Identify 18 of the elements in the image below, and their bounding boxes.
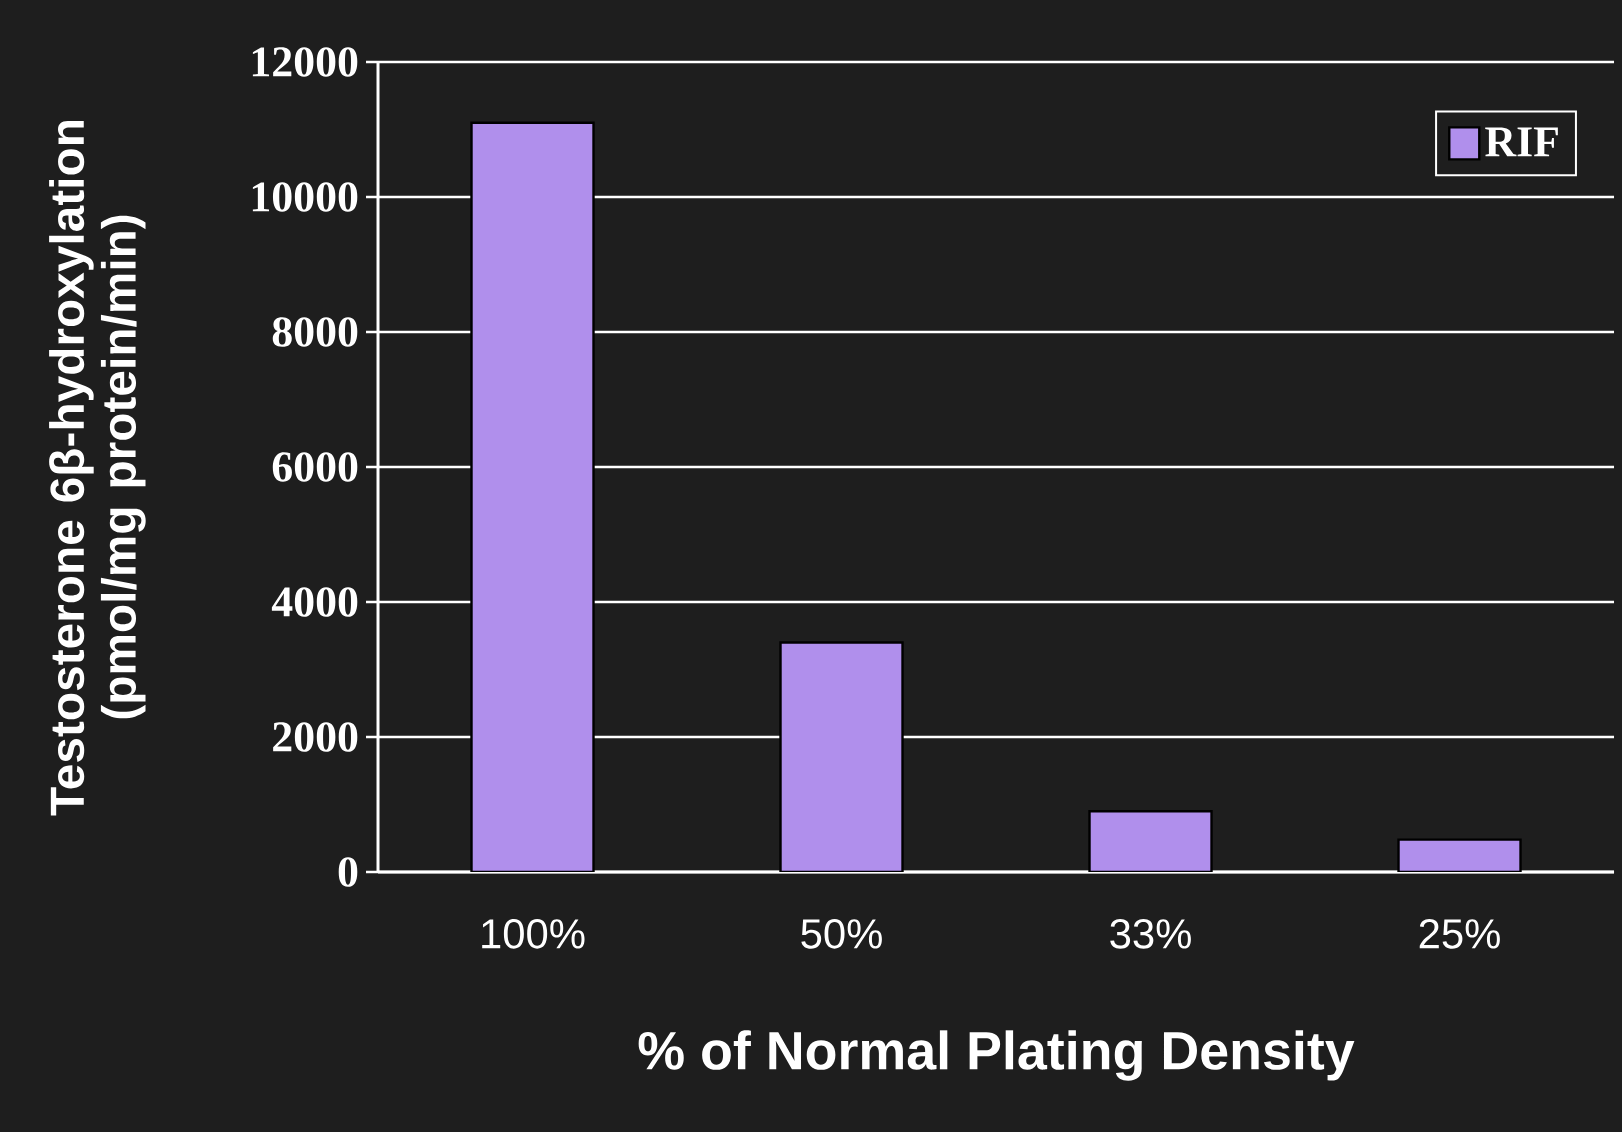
- x-tick-label: 25%: [1419, 919, 1500, 949]
- x-tick-label: 100%: [482, 919, 585, 949]
- y-tick-label: 2000: [273, 722, 358, 752]
- bar: [779, 641, 904, 872]
- bar: [1397, 838, 1522, 872]
- x-tick-label: 50%: [801, 919, 882, 949]
- y-tick-label: 10000: [252, 182, 358, 212]
- y-axis-title: Testosterone 6β-hydroxylation (pmol/mg protein/min): [49, 121, 146, 816]
- legend-label: RIF: [1485, 127, 1558, 157]
- y-tick-label: 6000: [272, 452, 358, 482]
- y-tick-label: 0: [338, 857, 358, 887]
- y-tick-label: 4000: [271, 587, 358, 617]
- y-tick-label: 12000: [252, 47, 358, 77]
- bar: [470, 121, 595, 872]
- x-axis-title: % of Normal Plating Density: [638, 1030, 1355, 1081]
- bar: [1088, 810, 1213, 872]
- x-tick-label: 33%: [1110, 919, 1191, 949]
- y-tick-label: 8000: [272, 317, 358, 347]
